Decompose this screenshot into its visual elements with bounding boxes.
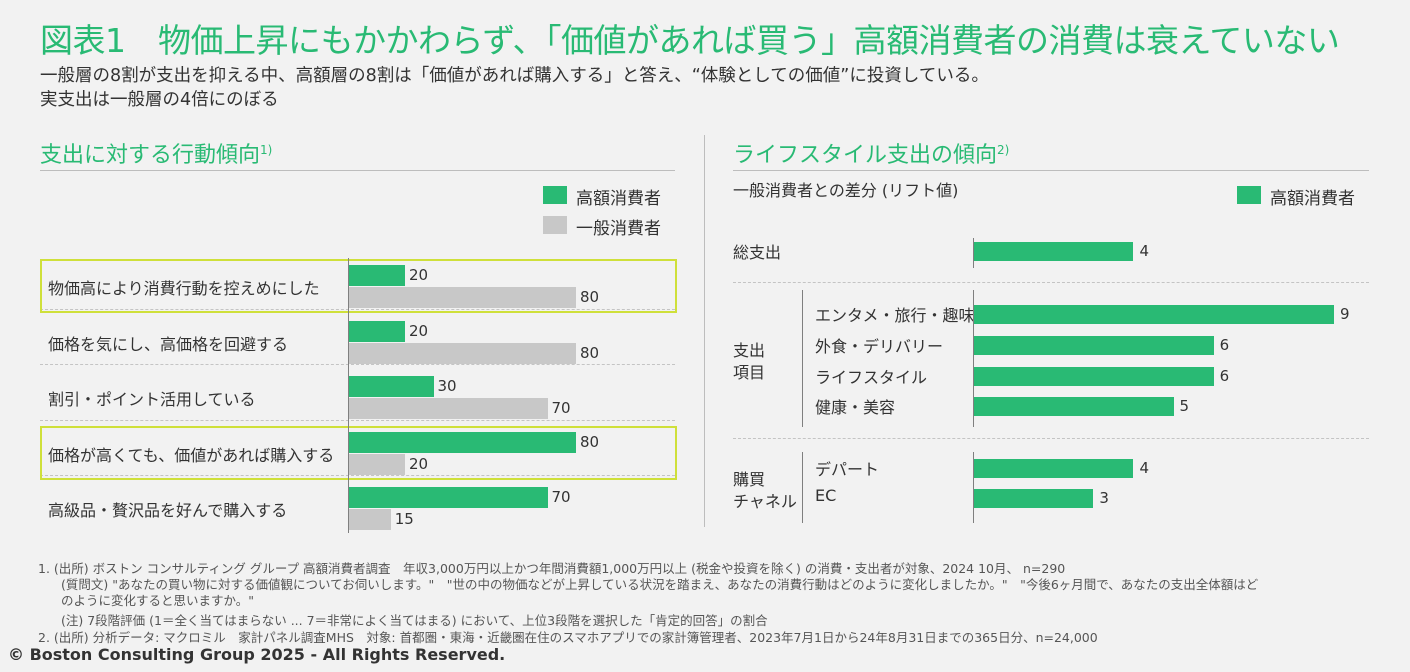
note-1: 1. (出所) ボストン コンサルティング グループ 高額消費者調査 年収3,0… [38, 561, 1066, 576]
right-chart-subtitle: 一般消費者との差分 (リフト値) [733, 181, 959, 200]
category-label: 価格が高くても、価値があれば購入する [48, 445, 335, 465]
bar-lift [973, 367, 1214, 386]
category-label: 健康・美容 [815, 398, 896, 417]
row-separator [40, 364, 675, 366]
value-label-high: 20 [409, 266, 429, 284]
row-separator [40, 475, 675, 477]
bar-general [348, 398, 548, 419]
right-bar-chart: 総支出 4 支出 項目 エンタメ・旅行・趣味 9 外食・デリバリー 6 ライフスタイル 6 健康・美… [733, 238, 1369, 523]
value-label: 3 [1099, 489, 1109, 507]
category-label: 総支出 [733, 243, 782, 262]
value-label-general: 70 [551, 399, 571, 417]
value-label-high: 30 [437, 377, 457, 395]
bar-general [348, 287, 576, 308]
group-separator [733, 282, 1369, 284]
value-label: 6 [1219, 336, 1230, 354]
bar-lift [973, 305, 1334, 324]
bar-lift [973, 489, 1094, 508]
group-separator [733, 438, 1369, 440]
note-1-remark: (注) 7段階評価 (1＝全く当てはまらない ... 7＝非常によく当てはまる)… [61, 613, 768, 628]
right-legend-label: 高額消費者 [1270, 189, 1355, 209]
value-label: 4 [1139, 459, 1149, 477]
section-divider [704, 135, 705, 527]
group-bracket [802, 452, 803, 523]
category-label: 外食・デリバリー [815, 337, 944, 356]
note-1-question: (質問文) "あなたの買い物に対する価値観についてお伺いします。" "世の中の物… [61, 577, 1259, 592]
category-label: EC [815, 486, 837, 505]
right-axis [973, 238, 974, 268]
value-label-high: 20 [409, 321, 429, 340]
bar-lift [973, 459, 1134, 478]
bar-high [348, 487, 548, 508]
subtitle-line-2: 実支出は一般層の4倍にのぼる [40, 90, 279, 110]
value-label: 5 [1179, 397, 1190, 415]
page-title: 図表1 物価上昇にもかかわらず、「価値があれば買う」高額消費者の消費は衰えていな… [40, 21, 1340, 60]
value-label-general: 80 [580, 288, 600, 306]
highlight-box [40, 425, 677, 480]
right-axis [973, 452, 974, 523]
copyright: © Boston Consulting Group 2025 - All Rig… [8, 645, 506, 664]
legend-swatch-high [543, 186, 567, 204]
row-separator [40, 308, 675, 311]
value-label: 9 [1340, 305, 1350, 323]
bar-general [348, 342, 576, 364]
right-legend-swatch [1237, 186, 1261, 204]
right-title-rule [733, 170, 1369, 171]
bar-high [348, 431, 576, 453]
bar-lift [973, 242, 1134, 261]
bar-high [348, 320, 405, 342]
bar-lift [973, 336, 1214, 355]
row-separator [40, 419, 675, 422]
bar-lift [973, 397, 1174, 416]
legend-label-general: 一般消費者 [576, 219, 661, 239]
value-label-high: 70 [551, 488, 571, 506]
subtitle-line-1: 一般層の8割が支出を抑える中、高額層の8割は「価値があれば購入する」と答え、“体… [40, 66, 989, 86]
group-bracket [802, 290, 803, 427]
group-label: チャネル [733, 491, 797, 511]
category-label: ライフスタイル [815, 368, 928, 387]
value-label: 4 [1139, 242, 1149, 260]
note-1-question-cont: のように変化すると思いますか。" [61, 593, 255, 608]
highlight-box [40, 259, 677, 313]
group-label: 支出 [733, 340, 766, 360]
group-label: 購買 [733, 469, 766, 489]
category-label: デパート [815, 460, 880, 479]
category-label: 高級品・贅沢品を好んで購入する [48, 501, 288, 520]
value-label-high: 80 [580, 432, 600, 451]
note-2: 2. (出所) 分析データ: マクロミル 家計パネル調査MHS 対象: 首都圏・… [38, 630, 1098, 645]
value-label: 6 [1219, 367, 1230, 385]
category-label: 割引・ポイント活用している [48, 390, 256, 409]
group-label: 項目 [733, 362, 766, 382]
value-label-general: 15 [394, 510, 414, 528]
legend-swatch-general [543, 216, 567, 234]
category-label: 物価高により消費行動を控えめにした [48, 279, 320, 298]
category-label: エンタメ・旅行・趣味 [815, 306, 975, 325]
left-chart-title: 支出に対する行動傾向1) [40, 143, 273, 168]
bar-general [348, 453, 405, 475]
category-label: 価格を気にし、高価格を回避する [48, 334, 289, 354]
value-label-general: 80 [580, 343, 600, 362]
left-bar-chart: 物価高により消費行動を控えめにした 20 80 価格を気にし、高価格を回避する 20 80… [0, 0, 700, 540]
bar-high [348, 376, 434, 397]
right-axis [973, 290, 974, 427]
left-axis [348, 258, 349, 533]
left-title-rule [40, 170, 675, 171]
right-chart-title: ライフスタイル支出の傾向2) [733, 143, 1010, 168]
legend-label-high: 高額消費者 [576, 189, 661, 209]
bar-high [348, 265, 405, 286]
value-label-general: 20 [409, 454, 429, 473]
bar-general [348, 509, 391, 530]
